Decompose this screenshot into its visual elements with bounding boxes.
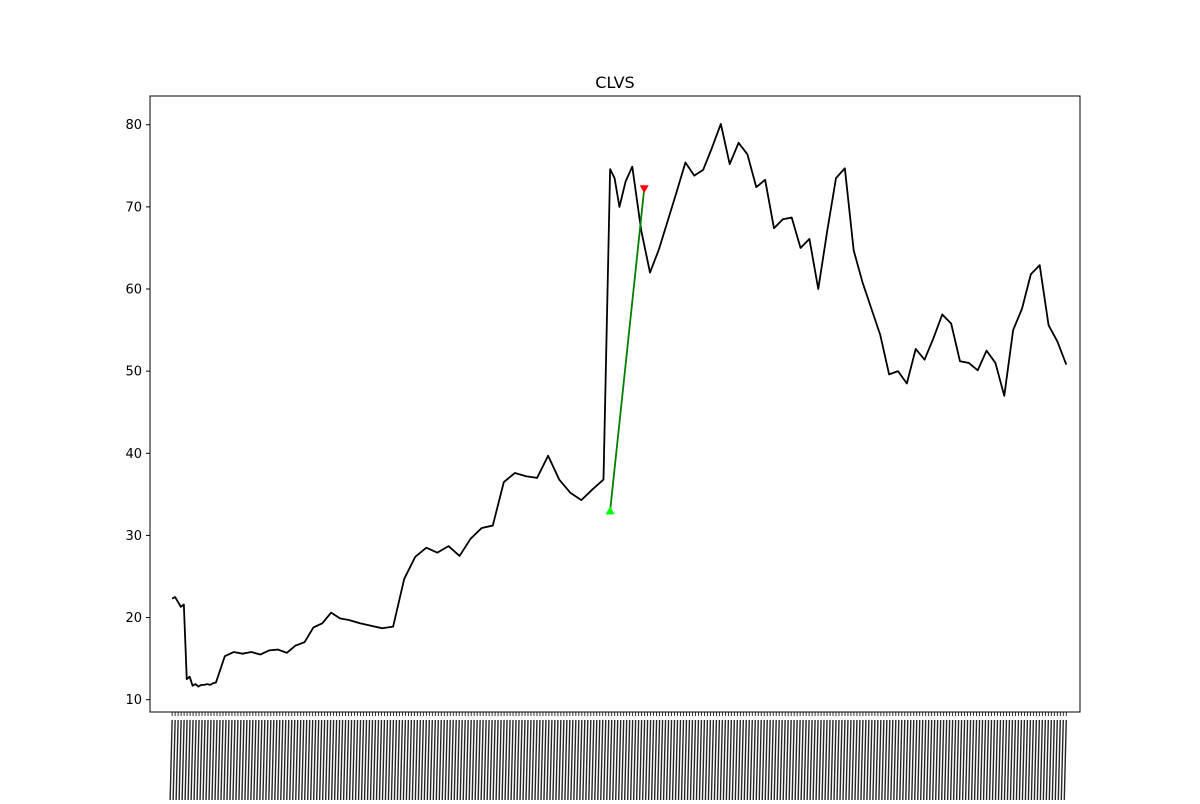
chart-title: CLVS <box>595 73 634 92</box>
y-axis: 10 20 30 40 50 60 70 80 <box>125 118 150 708</box>
y-tick-label: 80 <box>125 118 142 133</box>
x-tick-labels <box>169 719 1067 801</box>
y-tick-label: 40 <box>125 447 142 462</box>
x-ticks <box>171 712 1067 716</box>
price-line <box>171 123 1068 688</box>
buy-marker <box>605 506 615 515</box>
plot-frame <box>149 95 1081 713</box>
plot-markers <box>605 185 649 515</box>
y-tick-label: 60 <box>125 283 142 298</box>
y-tick-label: 50 <box>125 365 142 380</box>
plot-lines <box>171 123 1068 688</box>
sell-marker <box>639 185 649 194</box>
y-tick-label: 20 <box>125 611 142 626</box>
y-tick-label: 30 <box>125 529 142 544</box>
trade-line <box>609 188 646 511</box>
y-tick-label: 70 <box>125 200 142 215</box>
y-tick-label: 10 <box>125 693 142 708</box>
x-axis <box>169 712 1067 801</box>
